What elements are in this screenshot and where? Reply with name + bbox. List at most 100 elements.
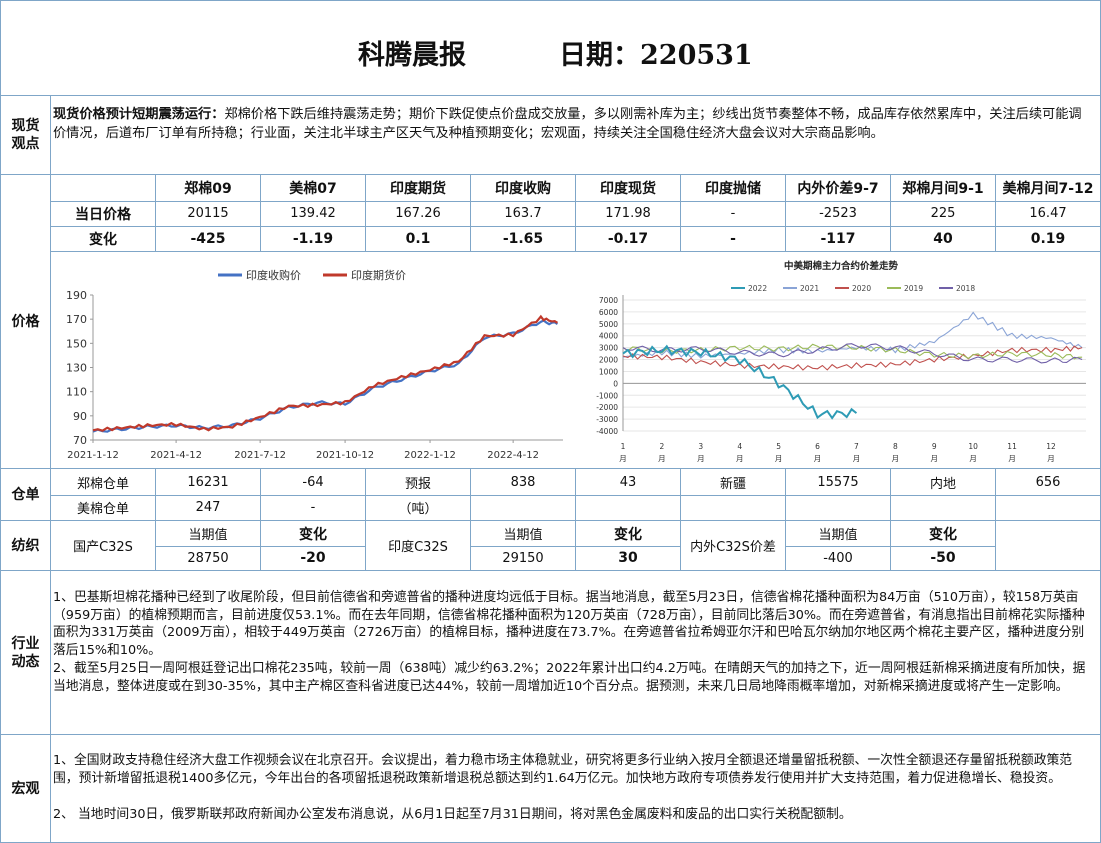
yarn-spread-value: -400 — [786, 546, 891, 570]
warehouse-r1-6: 新疆 — [681, 469, 786, 495]
series2-2021 — [622, 311, 1083, 359]
x2-tick-unit-1: 月 — [658, 454, 666, 463]
price-change-5: - — [681, 226, 786, 251]
x2-tick-label-6: 7 — [854, 442, 859, 451]
x2-tick-label-9: 10 — [968, 442, 978, 451]
report-title: 科腾晨报 — [358, 40, 466, 71]
warehouse-r2-0: 美棉仓单 — [51, 495, 156, 520]
x2-tick-label-11: 12 — [1046, 442, 1056, 451]
price-change-3: -1.65 — [471, 226, 576, 251]
price-change-6: -117 — [786, 226, 891, 251]
yarn-domestic-cur-header: 当期值 — [156, 521, 261, 546]
grid-line — [471, 546, 681, 547]
grid-line — [51, 201, 1101, 202]
yarn-india-change: 30 — [576, 546, 681, 570]
grid-line — [786, 546, 996, 547]
legend2-label-3: 2019 — [904, 284, 923, 293]
y-tick-label-4: 150 — [66, 337, 87, 350]
price-change-4: -0.17 — [576, 226, 681, 251]
price-change-7: 40 — [891, 226, 996, 251]
y2-tick-label-10: -3000 — [596, 415, 618, 424]
macro-para-2: 2、 当地时间30日，俄罗斯联邦政府新闻办公室发布消息说，从6月1日起至7月31… — [53, 807, 852, 822]
series2-2022 — [622, 344, 858, 420]
y2-tick-label-0: 7000 — [599, 296, 618, 305]
y2-tick-label-7: 0 — [613, 379, 618, 388]
y-tick-label-6: 190 — [66, 289, 87, 302]
warehouse-r2-empty-4 — [471, 495, 576, 520]
series-印度期货价 — [92, 314, 559, 432]
legend-label-0: 印度收购价 — [246, 268, 301, 282]
spot-view-section: 现货 观点 现货价格预计短期震荡运行：郑棉价格下跌后维持震荡走势；期价下跌促使点… — [1, 96, 1101, 175]
price-row-label-today: 当日价格 — [51, 201, 156, 226]
price-value-7: 225 — [891, 201, 996, 226]
warehouse-r1-3: 预报 — [366, 469, 471, 495]
grid-line — [156, 546, 366, 547]
x-tick-label-1: 2021-4-12 — [150, 450, 202, 461]
yarn-india-cur-header: 当期值 — [471, 521, 576, 546]
price-value-1: 139.42 — [261, 201, 366, 226]
y2-tick-label-11: -4000 — [596, 427, 618, 436]
price-header-0: 郑棉09 — [156, 175, 261, 201]
price-change-1: -1.19 — [261, 226, 366, 251]
yarn-domestic-label: 国产C32S — [51, 521, 156, 570]
legend2-label-0: 2022 — [748, 284, 767, 293]
x-tick-label-2: 2021-7-12 — [234, 450, 286, 461]
price-header-1: 美棉07 — [261, 175, 366, 201]
india-price-chart: 印度收购价 印度期货价 70 90 110 130 150 170 190 2021-1-12 20… — [66, 268, 563, 461]
y2-tick-label-4: 3000 — [599, 344, 618, 353]
yarn-spread-chg-header: 变化 — [891, 521, 996, 546]
price-header-5: 印度抛储 — [681, 175, 786, 201]
y2-tick-label-6: 1000 — [599, 367, 618, 376]
x2-tick-unit-8: 月 — [931, 454, 939, 463]
x2-tick-label-0: 1 — [621, 442, 626, 451]
yarn-india-chg-header: 变化 — [576, 521, 681, 546]
y-tick-label-2: 110 — [66, 386, 87, 399]
warehouse-r2-empty-8 — [891, 495, 996, 520]
industry-para-2: 2、截至5月25日一周阿根廷登记出口棉花235吨，较前一周（638吨）减少约63… — [53, 661, 1086, 694]
warehouse-r1-7: 15575 — [786, 469, 891, 495]
y-tick-label-3: 130 — [66, 362, 87, 375]
y-tick-label-1: 90 — [73, 410, 87, 423]
spot-view-lead: 现货价格预计短期震荡运行： — [53, 107, 225, 122]
report-header: 科腾晨报 日期：220531 — [1, 1, 1101, 96]
spot-view-text: 现货价格预计短期震荡运行：郑棉价格下跌后维持震荡走势；期价下跌促使点价盘成交放量… — [53, 106, 1093, 143]
y2-tick-label-9: -2000 — [596, 403, 618, 412]
spot-view-label: 现货 观点 — [1, 96, 51, 174]
spot-view-body: 郑棉价格下跌后维持震荡走势；期价下跌促使点价盘成交放量，多以刚需补库为主；纱线出… — [53, 107, 1082, 141]
x2-tick-unit-0: 月 — [619, 454, 627, 463]
yarn-spread-label: 内外C32S价差 — [681, 521, 786, 570]
industry-section: 行业 动态 1、巴基斯坦棉花播种已经到了收尾阶段，但目前信德省和旁遮普省的播种进… — [1, 571, 1101, 735]
y2-tick-label-5: 2000 — [599, 356, 618, 365]
warehouse-r2-1: 247 — [156, 495, 261, 520]
industry-para-1: 1、巴基斯坦棉花播种已经到了收尾阶段，但目前信德省和旁遮普省的播种进度均远低于目… — [53, 590, 1085, 658]
x2-tick-unit-11: 月 — [1047, 454, 1055, 463]
series-印度收购价 — [92, 319, 559, 433]
yarn-domestic-value: 28750 — [156, 546, 261, 570]
legend2-label-4: 2018 — [956, 284, 975, 293]
price-header-6: 内外价差9-7 — [786, 175, 891, 201]
price-change-8: 0.19 — [996, 226, 1101, 251]
chart2-title: 中美期棉主力合约价差走势 — [784, 260, 899, 272]
grid-line — [51, 495, 1101, 496]
x2-tick-unit-3: 月 — [736, 454, 744, 463]
x2-tick-label-2: 3 — [698, 442, 703, 451]
x2-tick-label-7: 8 — [893, 442, 898, 451]
warehouse-r2-empty-6 — [681, 495, 786, 520]
yarn-india-label: 印度C32S — [366, 521, 471, 570]
yarn-domestic-chg-header: 变化 — [261, 521, 366, 546]
price-header-3: 印度收购 — [471, 175, 576, 201]
price-value-8: 16.47 — [996, 201, 1101, 226]
yarn-empty — [996, 521, 1101, 570]
report-date: 日期：220531 — [559, 40, 753, 71]
x2-tick-label-1: 2 — [660, 442, 665, 451]
y-tick-label-5: 170 — [66, 313, 87, 326]
warehouse-r1-5: 43 — [576, 469, 681, 495]
warehouse-r2-empty-7 — [786, 495, 891, 520]
y2-tick-label-3: 4000 — [599, 332, 618, 341]
yarn-label: 纺织 — [1, 521, 51, 570]
x2-tick-label-3: 4 — [737, 442, 742, 451]
warehouse-section: 仓单 郑棉仓单 16231 -64 预报 838 43 新疆 15575 内地 656 美棉仓单 24… — [1, 469, 1101, 521]
warehouse-r2-empty-9 — [996, 495, 1101, 520]
